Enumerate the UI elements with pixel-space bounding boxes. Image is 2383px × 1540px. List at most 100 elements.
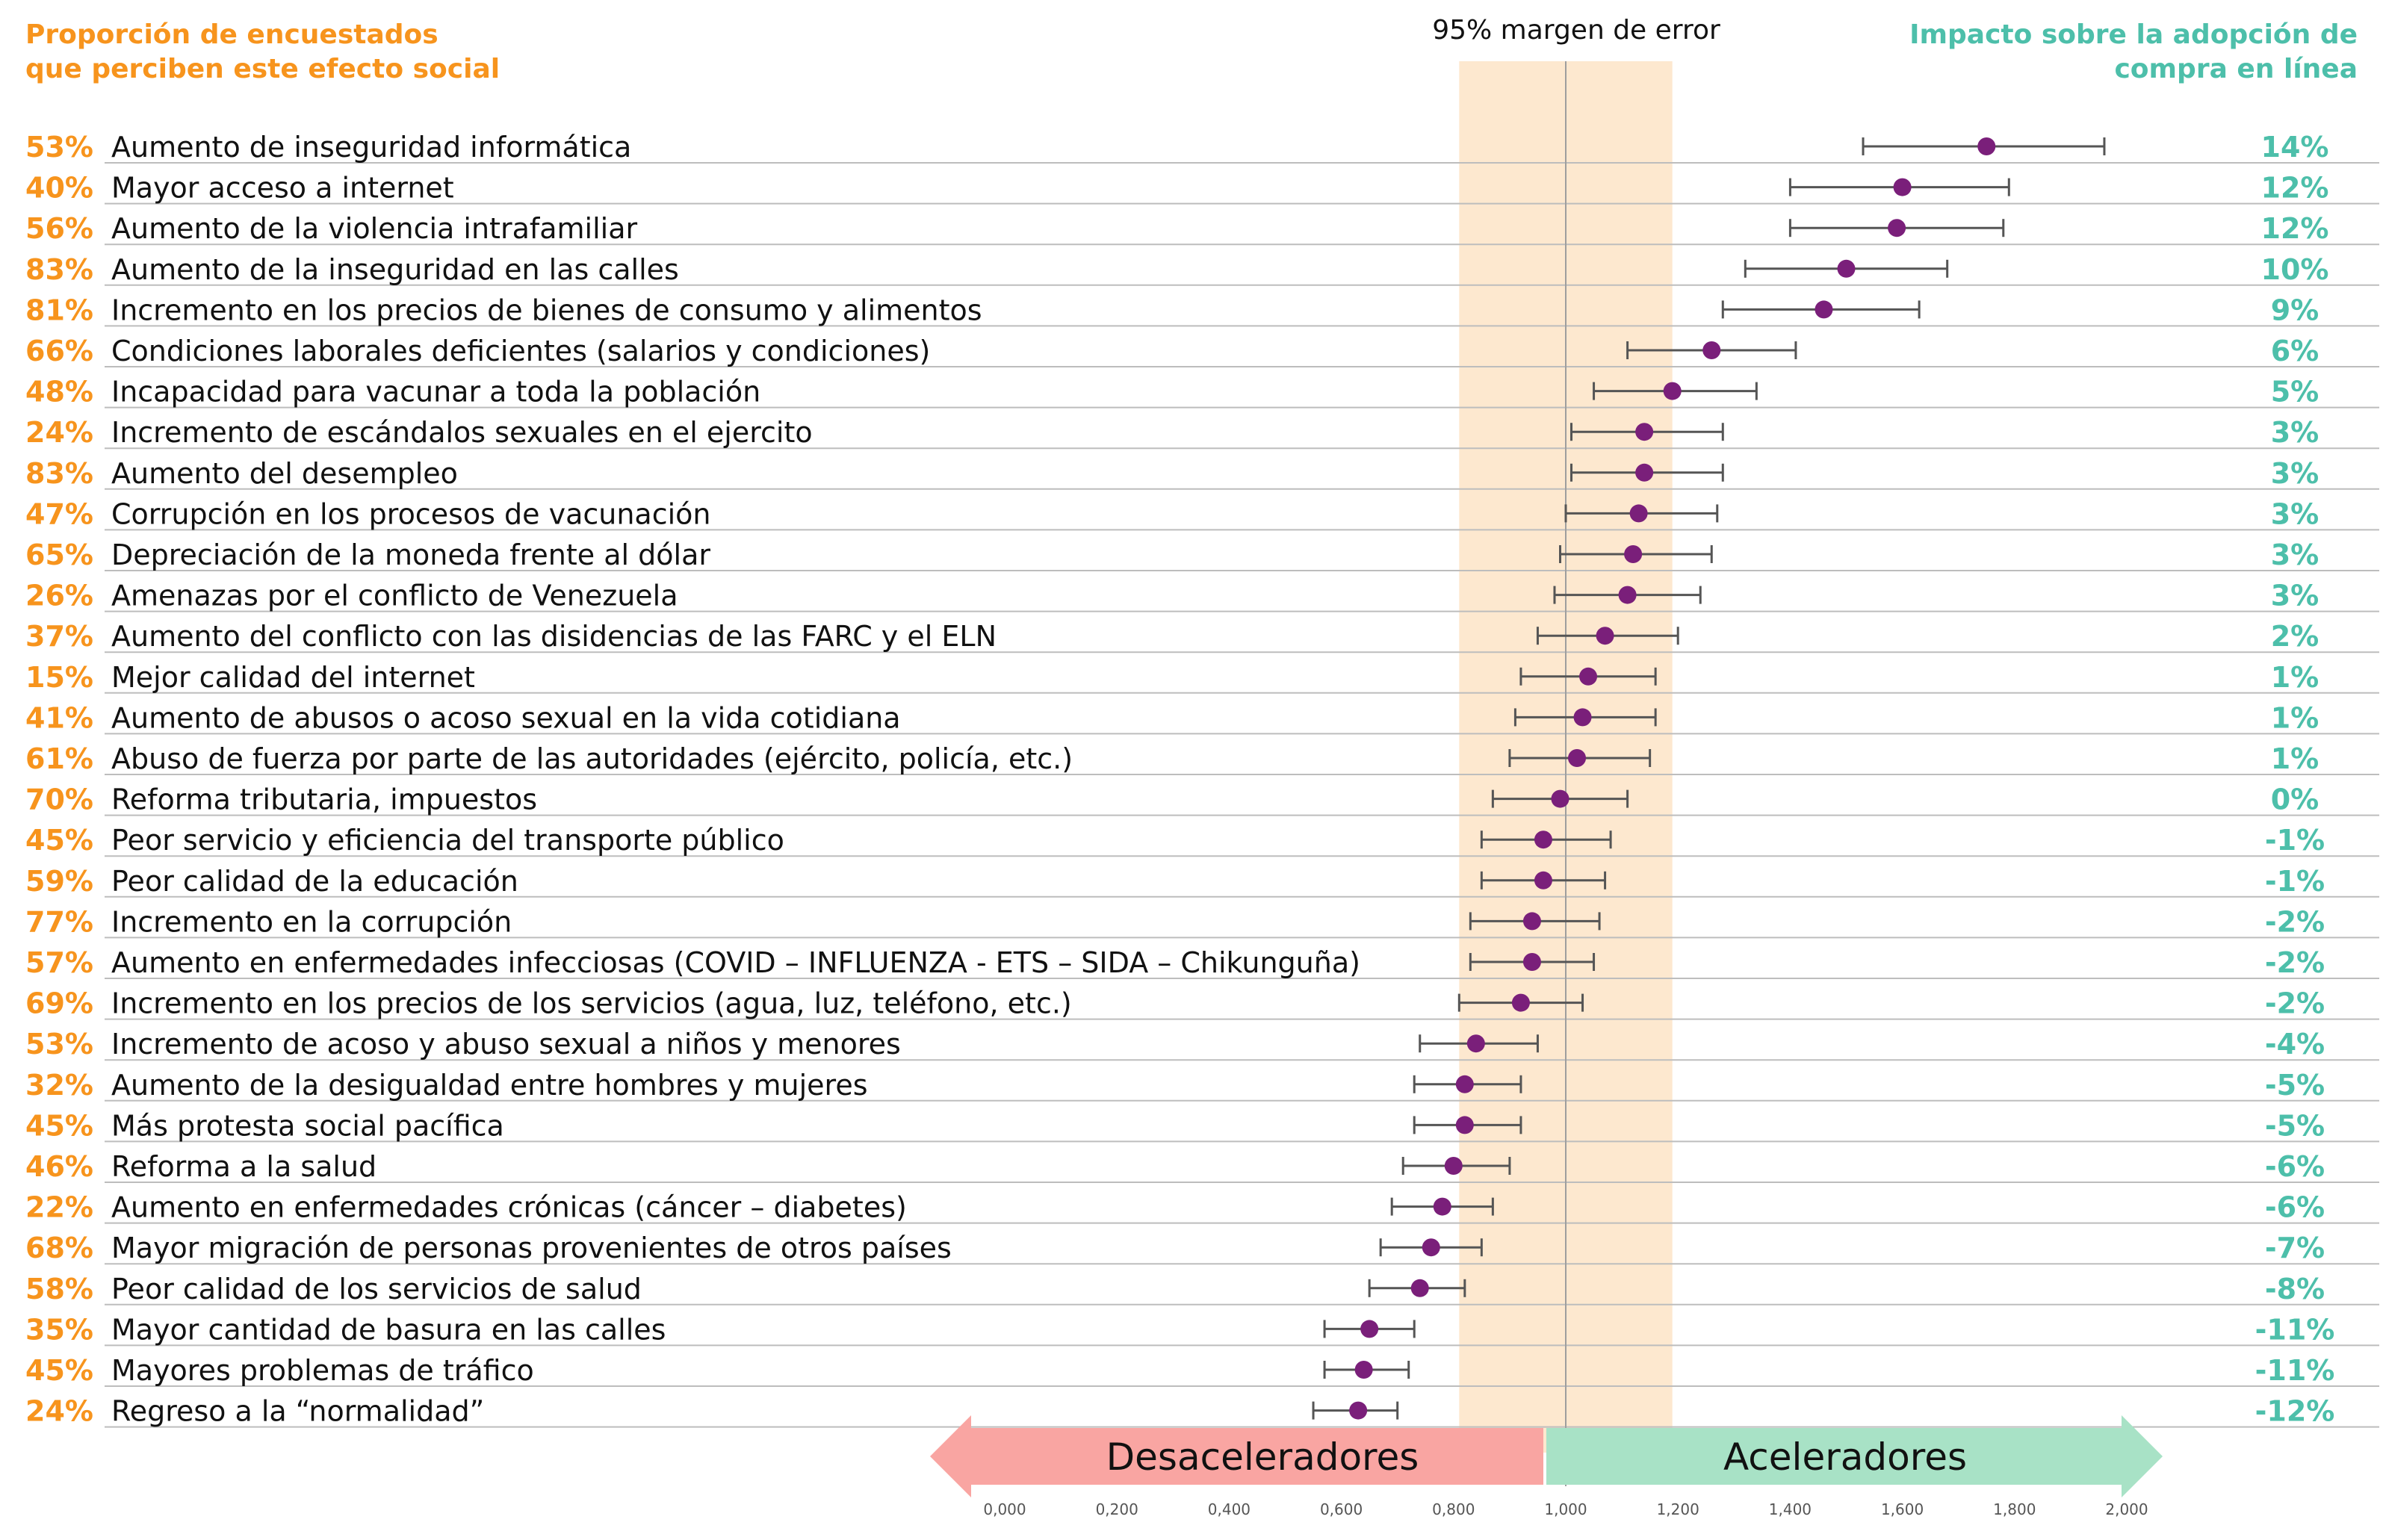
data-point [1349,1401,1368,1420]
row-proportion: 66% [25,335,93,367]
data-point [1466,1034,1485,1053]
data-point [1573,708,1592,727]
data-point-group [1469,953,1596,971]
data-point-group [1508,749,1652,767]
data-point [1579,667,1598,686]
data-point-group [1862,137,2106,155]
data-point-group [1413,1075,1522,1093]
row-impact: -1% [2265,865,2325,898]
data-point-group [1570,423,1724,441]
row-proportion: 58% [25,1273,93,1305]
row-impact: -6% [2265,1150,2325,1183]
data-point-group [1513,708,1657,727]
row-impact: 3% [2271,538,2320,571]
x-tick-label: 0,600 [1320,1500,1363,1518]
data-point-group [1558,545,1713,563]
row-impact: 3% [2271,580,2320,612]
data-point [1534,830,1552,849]
data-point [1354,1361,1373,1379]
data-point-group [1536,627,1679,645]
row-proportion: 15% [25,661,93,694]
row-label: Depreciación de la moneda frente al dóla… [111,538,710,571]
aceleradores-arrow-body [1546,1428,2122,1485]
row-impact: 1% [2271,742,2320,775]
data-point [1455,1075,1474,1093]
data-point [1522,912,1541,931]
data-point-group [1401,1157,1511,1175]
data-point-group [1519,667,1657,686]
row-proportion: 41% [25,701,93,734]
row-proportion: 46% [25,1150,93,1183]
data-point [1977,137,1996,155]
row-label: Peor servicio y eficiencia del transport… [111,824,784,857]
row-label: Aumento de la violencia intrafamiliar [111,212,638,245]
row-proportion: 35% [25,1313,93,1346]
row-label: Incremento en los precios de bienes de c… [111,294,982,326]
desaceleradores-arrow-body [971,1428,1543,1485]
x-tick-label: 0,200 [1096,1500,1138,1518]
row-impact: -2% [2265,905,2325,938]
error-band-label: 95% margen de error [1432,15,1720,46]
row-label: Peor calidad de los servicios de salud [111,1273,642,1305]
data-point-group [1593,382,1758,400]
data-point [1455,1116,1474,1134]
row-impact: -2% [2265,987,2325,1020]
row-impact: 14% [2261,131,2329,164]
row-impact: 6% [2271,335,2320,367]
x-tick-label: 1,600 [1881,1500,1924,1518]
aceleradores-label: Aceleradores [1723,1435,1967,1479]
row-proportion: 45% [25,1109,93,1142]
row-proportion: 37% [25,620,93,653]
row-proportion: 61% [25,742,93,775]
row-label: Reforma a la salud [111,1150,376,1183]
row-label: Incremento de acoso y abuso sexual a niñ… [111,1028,901,1061]
row-label: Aumento de la inseguridad en las calles [111,253,679,286]
data-point-group [1390,1197,1494,1216]
data-point-group [1491,789,1629,808]
data-point-group [1480,830,1612,849]
row-impact: -11% [2255,1313,2335,1346]
row-label: Incapacidad para vacunar a toda la pobla… [111,376,760,409]
data-point-group [1469,912,1601,931]
data-point [1444,1157,1463,1175]
data-point [1663,382,1682,400]
row-impact: -2% [2265,946,2325,979]
data-point [1815,300,1833,319]
row-impact: -8% [2265,1273,2325,1305]
row-proportion: 24% [25,416,93,449]
data-point [1596,627,1614,645]
row-label: Reforma tributaria, impuestos [111,783,537,816]
row-proportion: 83% [25,253,93,286]
row-impact: 5% [2271,376,2320,409]
row-label: Corrupción en los procesos de vacunación [111,497,711,530]
row-label: Mayores problemas de tráfico [111,1354,534,1387]
row-label: Mejor calidad del internet [111,661,475,694]
row-proportion: 70% [25,783,93,816]
row-impact: -5% [2265,1069,2325,1102]
row-label: Condiciones laborales deficientes (salar… [111,335,930,367]
row-proportion: 65% [25,538,93,571]
data-point [1551,789,1569,808]
data-point-group [1744,259,1949,278]
row-proportion: 45% [25,824,93,857]
row-label: Regreso a la “normalidad” [111,1395,484,1428]
row-impact: 1% [2271,661,2320,694]
row-proportion: 45% [25,1354,93,1387]
data-point [1410,1279,1429,1297]
aceleradores-arrow-head [2122,1415,2163,1497]
row-proportion: 59% [25,865,93,898]
row-proportion: 81% [25,294,93,326]
data-point-group [1312,1401,1399,1420]
impact-header: Impacto sobre la adopción de compra en l… [1909,19,2358,84]
row-proportion: 69% [25,987,93,1020]
data-point [1433,1197,1451,1216]
row-proportion: 57% [25,946,93,979]
x-tick-label: 0,000 [983,1500,1026,1518]
row-proportion: 40% [25,172,93,205]
data-point-group [1413,1116,1522,1134]
x-tick-label: 0,400 [1208,1500,1251,1518]
row-impact: -4% [2265,1028,2325,1061]
x-tick-label: 1,200 [1657,1500,1699,1518]
row-label: Peor calidad de la educación [111,865,518,898]
data-point [1629,504,1648,523]
